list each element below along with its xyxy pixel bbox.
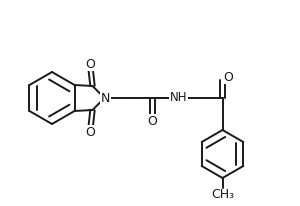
Text: O: O [224,70,233,83]
Text: O: O [85,125,95,138]
Text: H: H [172,93,181,103]
Text: N: N [101,91,110,104]
Text: O: O [148,115,158,128]
Text: O: O [85,57,95,70]
Text: CH₃: CH₃ [211,187,234,200]
Text: NH: NH [170,90,187,103]
